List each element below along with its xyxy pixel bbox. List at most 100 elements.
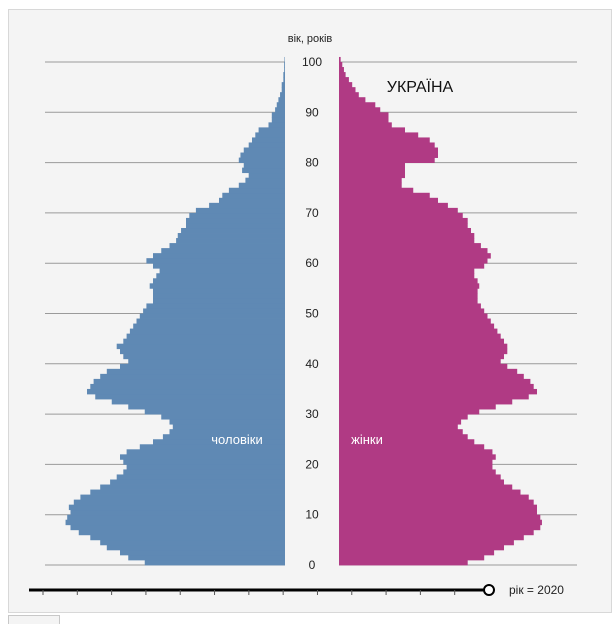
female-bar — [339, 218, 468, 223]
male-bar — [110, 479, 285, 484]
female-bar — [339, 329, 497, 334]
male-bar — [272, 112, 285, 117]
female-bar — [339, 153, 438, 158]
female-bar — [339, 339, 504, 344]
female-bar — [339, 92, 359, 97]
male-bar — [244, 148, 285, 153]
male-bar — [153, 293, 285, 298]
male-bar — [176, 238, 285, 243]
female-bar — [339, 253, 491, 258]
age-tick-label: 10 — [305, 508, 319, 522]
male-bar — [239, 158, 285, 163]
male-bar — [145, 409, 285, 414]
female-bar — [339, 112, 389, 117]
male-bar — [146, 303, 285, 308]
female-bar — [339, 203, 448, 208]
female-bar — [339, 349, 507, 354]
age-tick-label: 30 — [305, 407, 319, 421]
series-label-female: жінки — [351, 432, 383, 447]
male-bar — [90, 490, 285, 495]
female-bar — [339, 223, 468, 228]
female-bar — [339, 127, 405, 132]
female-bar — [339, 308, 484, 313]
male-bar — [282, 87, 285, 92]
male-bar — [209, 203, 285, 208]
female-bar — [339, 454, 496, 459]
male-bar — [90, 384, 285, 389]
male-bar — [120, 550, 285, 555]
female-bar — [339, 142, 435, 147]
male-bar — [128, 404, 285, 409]
female-bar — [339, 414, 468, 419]
male-bar — [242, 168, 285, 173]
male-bar — [127, 464, 285, 469]
female-bar — [339, 374, 524, 379]
male-bar — [153, 278, 285, 283]
female-bar — [339, 77, 349, 82]
male-bar — [128, 359, 285, 364]
female-bar — [339, 510, 537, 515]
male-bar — [100, 485, 285, 490]
male-bar — [153, 263, 285, 268]
female-bar — [339, 137, 430, 142]
male-bar — [95, 394, 285, 399]
female-bar — [339, 233, 474, 238]
male-bar — [186, 218, 285, 223]
female-bar — [339, 243, 481, 248]
female-bar — [339, 278, 478, 283]
male-bar — [160, 268, 285, 273]
male-bar — [196, 208, 285, 213]
male-bar — [120, 364, 285, 369]
male-bar — [80, 495, 285, 500]
age-tick-label: 60 — [305, 256, 319, 270]
male-bar — [143, 308, 285, 313]
year-slider-label: рік = 2020 — [509, 583, 564, 597]
male-bar — [79, 530, 285, 535]
year-slider-handle[interactable] — [484, 585, 494, 595]
female-bar — [339, 555, 484, 560]
male-bar — [94, 379, 285, 384]
female-bar — [339, 525, 540, 530]
female-bar — [339, 359, 501, 364]
male-bar — [229, 188, 285, 193]
female-bar — [339, 404, 496, 409]
female-bar — [339, 148, 438, 153]
male-bar — [128, 555, 285, 560]
male-bar — [123, 469, 285, 474]
age-tick-label: 70 — [305, 206, 319, 220]
bottom-tab[interactable] — [8, 615, 60, 624]
male-bar — [150, 283, 285, 288]
female-bar — [339, 198, 438, 203]
female-bar — [339, 293, 478, 298]
female-bar — [339, 303, 481, 308]
male-bar — [252, 137, 285, 142]
chart-title: УКРАЇНА — [387, 78, 454, 96]
female-bar — [339, 449, 492, 454]
female-bar — [339, 409, 479, 414]
female-bar — [339, 62, 342, 67]
male-bar — [130, 329, 285, 334]
female-bar — [339, 273, 474, 278]
male-bar — [67, 515, 285, 520]
female-bar — [339, 163, 405, 168]
female-bar — [339, 324, 494, 329]
male-bar — [112, 399, 285, 404]
male-bar — [282, 82, 285, 87]
female-bar — [339, 515, 540, 520]
male-bar — [117, 344, 285, 349]
male-bar — [140, 314, 285, 319]
male-bar — [120, 454, 285, 459]
male-bar — [283, 72, 285, 77]
male-bar — [181, 228, 285, 233]
female-bar — [339, 248, 488, 253]
male-bar — [244, 163, 285, 168]
female-bar — [339, 57, 341, 62]
male-bar — [219, 198, 285, 203]
female-bar — [339, 540, 514, 545]
male-bar — [66, 520, 285, 525]
male-bar — [71, 525, 286, 530]
male-bar — [107, 369, 285, 374]
female-bar — [339, 500, 534, 505]
